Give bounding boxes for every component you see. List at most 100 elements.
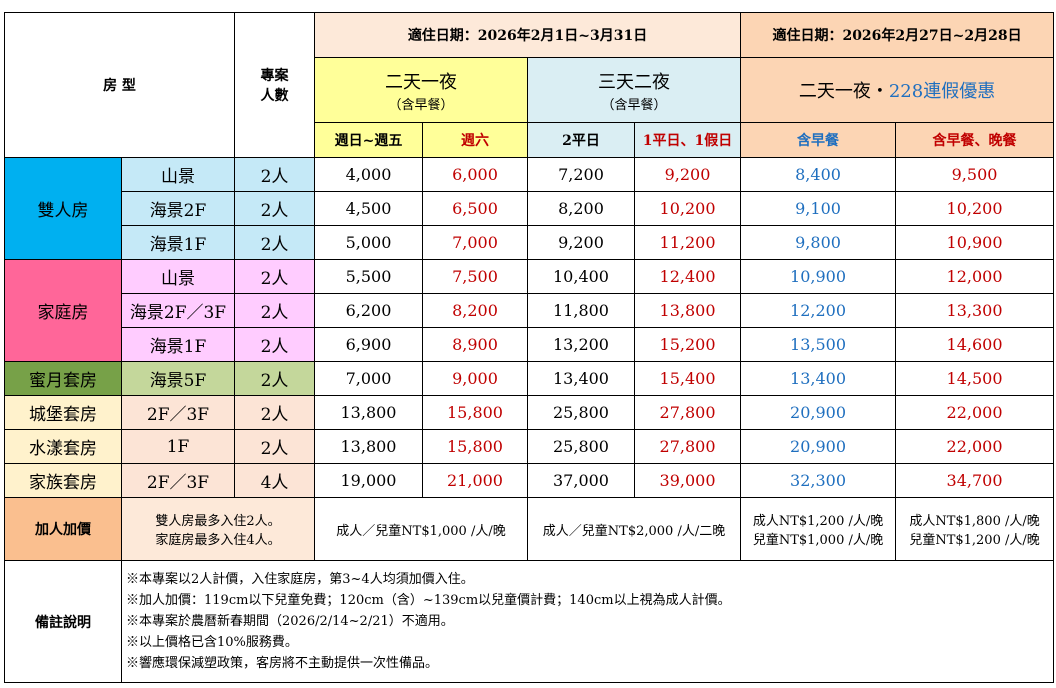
table-row: 家庭房 山景 2人 5,500 7,500 10,400 12,400 10,900 12,00…: [4, 259, 1055, 362]
column-header: 週六: [422, 122, 528, 158]
price: 13,200: [527, 327, 635, 362]
table-row: 家族套房 2F／3F 4人 19,000 21,000 37,000 39,000 32,30…: [4, 463, 1055, 498]
price: 25,800: [527, 395, 635, 430]
price: 6,500: [422, 191, 528, 226]
room-group: 家庭房: [4, 259, 122, 362]
price: 22,000: [895, 395, 1055, 430]
table-row: 海景2F 2人 4,500 6,500 8,200 10,200 9,100 10,200: [5, 191, 1055, 226]
price: 5,500: [314, 259, 423, 294]
price: 7,000: [422, 225, 528, 260]
price: 9,100: [740, 191, 897, 226]
extra-price: 成人NT$1,800 /人/晚 兒童NT$1,200 /人/晚: [895, 497, 1055, 561]
price: 13,800: [314, 429, 423, 464]
price: 11,800: [527, 293, 635, 328]
price: 39,000: [633, 463, 742, 498]
room-view: 海景1F: [121, 225, 235, 260]
room-type-header: 房 型: [4, 12, 235, 158]
room-view: 2F／3F: [121, 463, 235, 498]
price: 9,000: [422, 361, 528, 396]
room-group: 水漾套房: [4, 429, 122, 464]
price: 15,800: [422, 429, 528, 464]
price: 9,200: [527, 225, 635, 260]
table-body: 房 型專案 人數 適住日期：2026年2月1日~3月31日 適住日期：2026年2月…: [4, 12, 1055, 683]
price: 13,500: [740, 327, 897, 362]
table-row: 蜜月套房 海景5F 2人 7,000 9,000 13,400 15,400 13,400 14…: [4, 361, 1055, 396]
column-header: 2平日: [527, 122, 635, 158]
extra-label: 加人加價: [4, 497, 122, 561]
column-header: 1平日、1假日: [633, 122, 742, 158]
plan-name: 二天一夜: [385, 71, 457, 93]
room-view: 山景: [121, 259, 235, 294]
price: 6,200: [314, 293, 423, 328]
price: 10,900: [740, 259, 897, 294]
notes: ※本專案以2人計價，入住家庭房，第3~4人均須加價入住。 ※加人加價：119cm以…: [120, 560, 1055, 683]
table-row: 房 型專案 人數 適住日期：2026年2月1日~3月31日 適住日期：2026年2月…: [4, 12, 1055, 158]
price: 12,200: [740, 293, 897, 328]
column-header: 含早餐、晚餐: [895, 122, 1055, 158]
price: 13,400: [527, 361, 635, 396]
room-people: 2人: [234, 157, 315, 192]
price: 12,000: [895, 259, 1055, 294]
price: 10,200: [895, 191, 1055, 226]
extra-price: 成人／兒童NT$2,000 /人/二晚: [526, 497, 742, 561]
price: 20,900: [740, 395, 897, 430]
price: 5,000: [314, 225, 423, 260]
price: 14,500: [895, 361, 1055, 396]
table-row: 加人加價 雙人房最多入住2人。 家庭房最多入住4人。 成人／兒童NT$1,000 /…: [4, 497, 1055, 561]
note-line: ※加人加價：119cm以下兒童免費；120cm（含）~139cm以兒童價計費；1…: [126, 593, 731, 608]
room-people: 2人: [234, 429, 315, 464]
plan-header: 三天二夜 （含早餐）: [526, 57, 742, 123]
period-header: 適住日期：2026年2月27日~2月28日: [740, 12, 1055, 58]
table-row: 水漾套房 1F 2人 13,800 15,800 25,800 27,800 20,900 22…: [4, 429, 1055, 464]
plan-highlight: 228連假優惠: [888, 81, 996, 102]
table-row: 備註說明 ※本專案以2人計價，入住家庭房，第3~4人均須加價入住。 ※加人加價：11…: [4, 560, 1055, 683]
room-group: 雙人房: [4, 157, 122, 260]
price: 7,200: [527, 157, 635, 192]
plan-name: 三天二夜: [598, 71, 671, 93]
price: 19,000: [314, 463, 423, 498]
table-row: 週日~週五 週六 2平日 1平日、1假日 含早餐 含早餐、晚餐: [5, 122, 1055, 158]
room-view: 2F／3F: [121, 395, 235, 430]
price: 14,600: [895, 327, 1055, 362]
room-view: 海景1F: [121, 327, 235, 362]
price: 27,800: [633, 395, 742, 430]
room-people: 2人: [234, 327, 315, 362]
room-people: 2人: [234, 395, 315, 430]
price: 27,800: [633, 429, 742, 464]
room-people: 2人: [234, 225, 315, 260]
plan-note: （含早餐）: [601, 97, 667, 113]
price: 9,200: [633, 157, 742, 192]
room-group: 城堡套房: [4, 395, 122, 430]
price: 4,500: [314, 191, 423, 226]
table-row: 雙人房 山景 2人 4,000 6,000 7,200 9,200 8,400 9,500: [4, 157, 1055, 260]
price-table: 房 型專案 人數 適住日期：2026年2月1日~3月31日 適住日期：2026年2月…: [4, 12, 1055, 683]
price: 15,200: [633, 327, 742, 362]
price: 8,400: [740, 157, 897, 192]
price: 13,800: [314, 395, 423, 430]
people-header: 專案 人數: [234, 12, 315, 158]
price: 21,000: [422, 463, 528, 498]
plan-header: 二天一夜 （含早餐）: [314, 57, 528, 123]
price: 15,400: [633, 361, 742, 396]
room-view: 海景2F／3F: [121, 293, 235, 328]
plan-note: （含早餐）: [388, 97, 454, 113]
room-view: 海景2F: [121, 191, 235, 226]
price: 10,200: [633, 191, 742, 226]
column-header: 週日~週五: [314, 122, 423, 158]
extra-price: 成人／兒童NT$1,000 /人/晚: [314, 497, 528, 561]
table-row: 海景1F 2人 6,900 8,900 13,200 15,200 13,500 14,600: [5, 327, 1055, 362]
price: 4,000: [314, 157, 423, 192]
note-line: ※本專案於農曆新春期間（2026/2/14~2/21）不適用。: [126, 614, 454, 629]
plan-header: 二天一夜・228連假優惠: [740, 57, 1055, 123]
table-row: 二天一夜 （含早餐） 三天二夜 （含早餐） 二天一夜・228連假優惠: [5, 57, 1055, 123]
price: 10,900: [895, 225, 1055, 260]
price: 9,500: [895, 157, 1055, 192]
room-people: 4人: [234, 463, 315, 498]
room-view: 海景5F: [121, 361, 235, 396]
price: 6,000: [422, 157, 528, 192]
column-header: 含早餐: [740, 122, 897, 158]
price: 20,900: [740, 429, 897, 464]
plan-name: 二天一夜・: [798, 81, 889, 102]
room-people: 2人: [234, 361, 315, 396]
